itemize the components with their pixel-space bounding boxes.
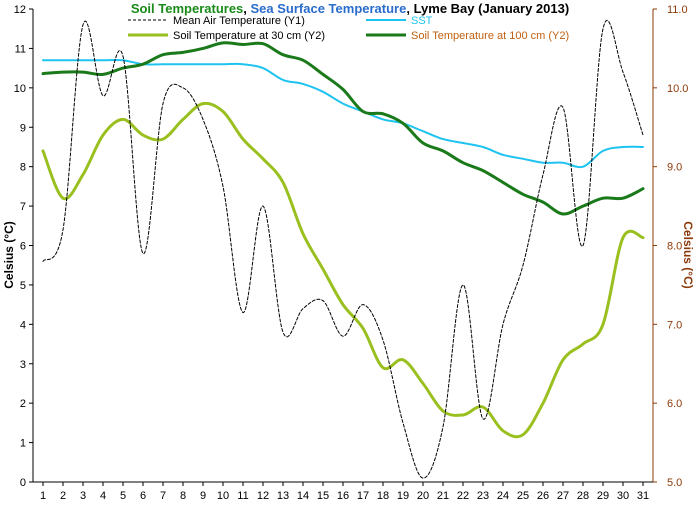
y-axis-title: Celsius (°C) xyxy=(2,221,16,288)
y-tick-label: 12 xyxy=(14,4,26,16)
y-tick-label: 10 xyxy=(14,83,26,95)
x-tick-label: 16 xyxy=(337,490,349,502)
x-tick-label: 26 xyxy=(537,490,549,502)
chart-title: Soil Temperatures, Sea Surface Temperatu… xyxy=(131,1,569,16)
x-tick-label: 3 xyxy=(80,490,86,502)
legend-label: Soil Temperature at 100 cm (Y2) xyxy=(411,30,569,42)
y-tick-label: 9 xyxy=(20,122,26,134)
x-tick-label: 2 xyxy=(60,490,66,502)
y-tick-label: 3 xyxy=(20,359,26,371)
series-line-3 xyxy=(41,101,645,439)
x-tick-label: 1 xyxy=(40,490,46,502)
y2-tick-label: 8.0 xyxy=(667,241,682,253)
x-tick-label: 10 xyxy=(217,490,229,502)
y2-tick-label: 5.0 xyxy=(667,477,682,489)
y-tick-label: 7 xyxy=(20,201,26,213)
legend-label: SST xyxy=(411,15,433,27)
series-line-1 xyxy=(42,19,644,479)
x-tick-label: 14 xyxy=(297,490,309,502)
legend: Mean Air Temperature (Y1) SST Soil Tempera… xyxy=(128,15,569,42)
x-tick-label: 29 xyxy=(597,490,609,502)
y-tick-label: 11 xyxy=(15,43,26,55)
x-tick-label: 5 xyxy=(120,490,126,502)
x-tick-label: 19 xyxy=(397,490,409,502)
y-tick-label: 5 xyxy=(20,280,26,292)
title-part: , Lyme Bay (January 2013) xyxy=(406,1,569,16)
x-tick-label: 11 xyxy=(237,490,248,502)
x-tick-label: 30 xyxy=(617,490,629,502)
series-line-2 xyxy=(42,58,644,169)
title-part: Sea Surface Temperature xyxy=(251,1,407,16)
x-tick-label: 15 xyxy=(317,490,329,502)
y2-tick-label: 10.0 xyxy=(667,83,688,95)
y-tick-label: 6 xyxy=(20,241,26,253)
y2-tick-label: 6.0 xyxy=(667,398,682,410)
x-tick-label: 25 xyxy=(517,490,529,502)
y-tick-label: 1 xyxy=(20,438,26,450)
x-tick-label: 4 xyxy=(100,490,106,502)
x-tick-label: 13 xyxy=(277,490,289,502)
x-tick-label: 18 xyxy=(377,490,389,502)
x-tick-label: 22 xyxy=(457,490,469,502)
y-tick-label: 8 xyxy=(20,162,26,174)
x-tick-label: 6 xyxy=(140,490,146,502)
x-tick-label: 8 xyxy=(180,490,186,502)
y-tick-label: 2 xyxy=(20,398,26,410)
x-tick-label: 20 xyxy=(417,490,429,502)
x-tick-label: 24 xyxy=(497,490,509,502)
series-line-4 xyxy=(41,41,645,216)
x-tick-label: 7 xyxy=(160,490,166,502)
x-tick-label: 12 xyxy=(257,490,269,502)
title-part: , xyxy=(243,1,250,16)
title-part: Soil Temperatures xyxy=(131,1,243,16)
y-tick-label: 0 xyxy=(20,477,26,489)
x-tick-label: 27 xyxy=(557,490,569,502)
y2-tick-label: 11.0 xyxy=(667,4,688,16)
x-tick-label: 31 xyxy=(637,490,649,502)
x-tick-label: 23 xyxy=(477,490,489,502)
y-tick-label: 4 xyxy=(20,319,26,331)
legend-label: Mean Air Temperature (Y1) xyxy=(173,15,305,27)
y2-tick-label: 7.0 xyxy=(667,319,682,331)
x-tick-label: 17 xyxy=(357,490,369,502)
x-tick-label: 9 xyxy=(200,490,206,502)
legend-label: Soil Temperature at 30 cm (Y2) xyxy=(173,30,325,42)
y2-tick-label: 9.0 xyxy=(667,162,682,174)
series-layer xyxy=(41,19,645,479)
y2-axis-title: Celsius (°C) xyxy=(681,221,695,288)
x-tick-label: 28 xyxy=(577,490,589,502)
x-tick-label: 21 xyxy=(437,490,449,502)
axes: 01234567891011125.06.07.08.09.010.011.01… xyxy=(14,4,689,502)
